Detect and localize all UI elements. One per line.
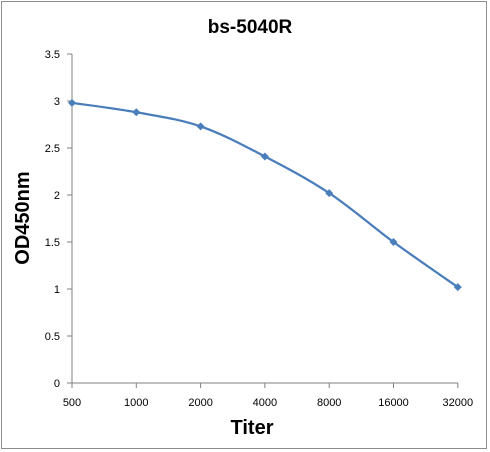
y-tick-label: 3.5: [45, 49, 60, 61]
x-axis-title: Titer: [231, 417, 274, 439]
data-point: [68, 98, 76, 107]
x-tick-label: 32000: [443, 397, 474, 409]
x-tick-label: 2000: [188, 397, 212, 409]
y-tick-label: 3: [54, 96, 60, 108]
data-point: [132, 108, 141, 117]
x-ticks: 500 1000 2000 4000 8000 16000 32000: [63, 383, 473, 409]
y-tick-label: 0: [54, 378, 60, 390]
y-tick-label: 2: [54, 190, 60, 202]
x-tick-label: 8000: [317, 397, 341, 409]
y-tick-label: 1.5: [45, 237, 60, 249]
y-tick-label: 2.5: [45, 143, 60, 155]
x-tick-label: 4000: [253, 397, 277, 409]
y-axis-title: OD450nm: [12, 171, 34, 264]
y-tick-label: 1: [54, 284, 60, 296]
series-line: [71, 101, 459, 289]
chart-title: bs-5040R: [208, 17, 293, 38]
data-point: [325, 189, 334, 198]
y-tick-label: 0.5: [45, 331, 60, 343]
series-group: [68, 98, 462, 292]
data-point: [260, 152, 269, 161]
x-tick-label: 500: [63, 397, 81, 409]
data-point: [196, 122, 205, 131]
data-point: [389, 238, 398, 246]
x-tick-label: 1000: [124, 397, 148, 409]
data-point: [453, 283, 462, 292]
y-ticks: 0 0.5 1 1.5 2 2.5 3 3.5: [45, 49, 72, 390]
x-tick-label: 16000: [378, 397, 409, 409]
